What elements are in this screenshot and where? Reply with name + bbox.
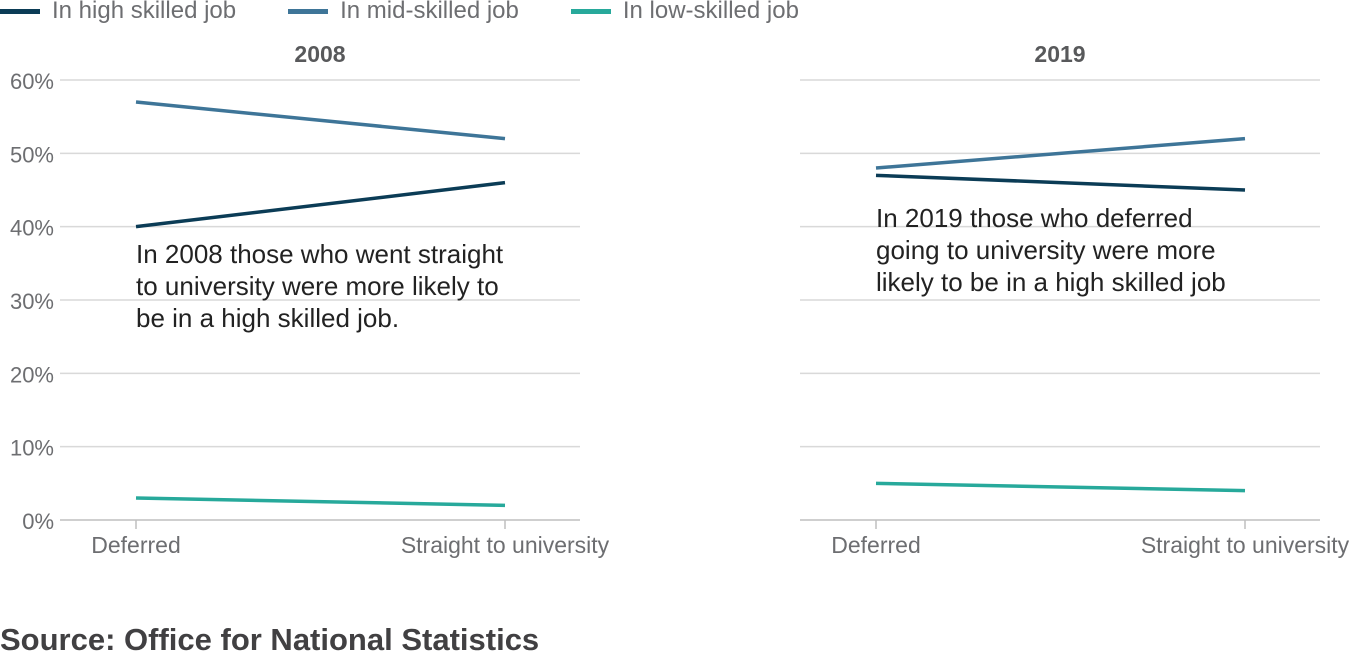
y-tick-label-6: 60% <box>10 69 54 94</box>
series-line-2008-2 <box>135 496 506 508</box>
panel-title-2008: 2008 <box>294 41 345 67</box>
annotation-2019: In 2019 those who deferred going to univ… <box>876 203 1226 297</box>
y-tick-label-4: 40% <box>10 216 54 241</box>
legend-item-low-skilled: In low-skilled job <box>570 0 799 25</box>
series-line-2019-2 <box>875 481 1246 493</box>
y-tick-label-5: 50% <box>10 142 54 167</box>
x-tick-label-2008-1: Straight to university <box>401 532 610 558</box>
series-line-2008-1 <box>135 100 506 141</box>
series-line-2019-1 <box>875 136 1246 170</box>
source-note: Source: Office for National Statistics <box>0 622 540 657</box>
series-line-2008-0 <box>135 180 506 229</box>
x-tick-label-2019-1: Straight to university <box>1141 532 1350 558</box>
legend-label-mid-skilled: In mid-skilled job <box>340 0 519 24</box>
legend-item-mid-skilled: In mid-skilled job <box>288 0 519 25</box>
annotation-2008: In 2008 those who went straight to unive… <box>136 239 504 333</box>
legend-swatch-high-skilled <box>0 8 40 14</box>
series-line-2019-0 <box>875 173 1246 192</box>
legend-item-high-skilled: In high skilled job <box>0 0 236 25</box>
y-tick-label-1: 10% <box>10 436 54 461</box>
x-tick-label-2019-0: Deferred <box>831 532 920 558</box>
y-tick-label-2: 20% <box>10 362 54 387</box>
chart-area: 0% 10% 20% 30% 40% 50% 60% 2008 Deferred Straight… <box>10 41 1350 558</box>
y-tick-label-3: 30% <box>10 289 54 314</box>
legend-swatch-low-skilled <box>570 8 611 14</box>
y-tick-label-0: 0% <box>22 509 54 534</box>
legend: In high skilled job In mid-skilled job I… <box>0 0 851 26</box>
legend-swatch-mid-skilled <box>288 8 329 14</box>
legend-label-low-skilled: In low-skilled job <box>622 0 799 24</box>
legend-label-high-skilled: In high skilled job <box>52 0 237 24</box>
x-tick-label-2008-0: Deferred <box>91 532 180 558</box>
panel-title-2019: 2019 <box>1034 41 1085 67</box>
